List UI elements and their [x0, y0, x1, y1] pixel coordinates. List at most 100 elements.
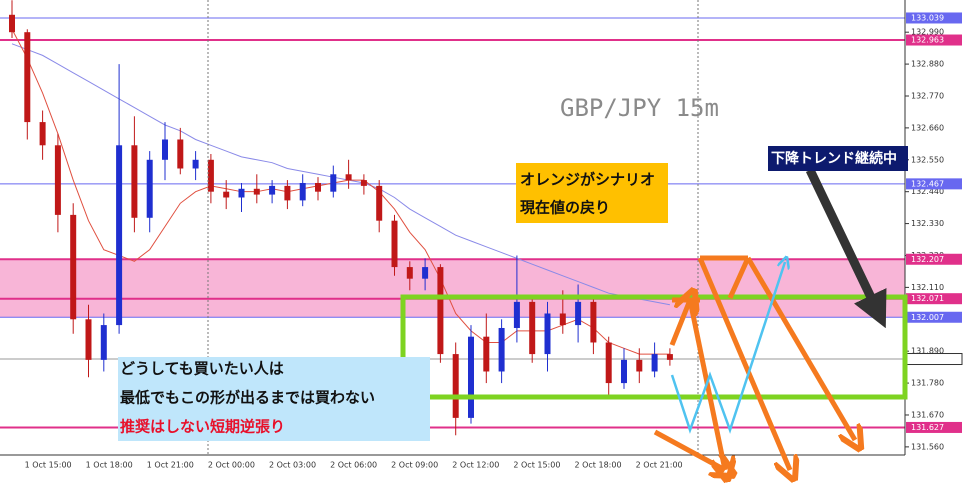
candle-body — [559, 313, 566, 326]
price-label: 132.207 — [911, 255, 944, 264]
y-tick-label: 132.330 — [911, 219, 944, 228]
x-tick-label: 2 Oct 00:00 — [208, 461, 255, 470]
candle-body — [483, 336, 490, 372]
candle-body — [360, 180, 367, 186]
y-tick-label: 131.890 — [911, 347, 944, 356]
price-label-bg — [906, 178, 962, 190]
scenario-text: オレンジがシナリオ — [520, 171, 655, 189]
candle-body — [452, 354, 459, 418]
note-box — [118, 357, 430, 441]
price-label-bg — [906, 293, 962, 305]
range-box — [400, 294, 908, 400]
scenario-box — [516, 163, 668, 223]
price-label: 132.071 — [911, 294, 944, 303]
y-tick-label: 132.770 — [911, 91, 944, 100]
price-label: 132.007 — [911, 313, 944, 322]
annotations: GBP/JPY 15m オレンジがシナリオ 現在値の戻り 下降トレンド継続中 ど… — [0, 0, 908, 470]
scenario-text: 現在値の戻り — [520, 199, 610, 217]
y-tick-label: 132.440 — [911, 187, 944, 196]
price-label: 132.963 — [911, 36, 944, 45]
price-label-bg — [906, 34, 962, 46]
candle-body — [651, 354, 658, 372]
candle-body — [468, 336, 474, 418]
candle-body — [192, 159, 199, 169]
y-tick-label: 131.780 — [911, 379, 944, 388]
warning-text: 推奨はしない短期逆張り — [120, 418, 285, 436]
candle-body — [70, 214, 77, 320]
candle-body — [544, 313, 551, 355]
x-tick-label: 2 Oct 21:00 — [636, 461, 683, 470]
candle-body — [391, 220, 398, 268]
price-label: 132.467 — [911, 179, 944, 188]
price-label-bg — [906, 421, 962, 433]
candle-body — [590, 301, 597, 343]
candle-body — [238, 188, 245, 198]
x-tick-label: 1 Oct 15:00 — [25, 461, 72, 470]
candle-body — [24, 32, 31, 123]
axis: 132.990 132.880 132.770 132.660 132.550 132.4… — [25, 12, 963, 470]
x-tick-label: 1 Oct 18:00 — [86, 461, 133, 470]
candle-body — [207, 159, 214, 192]
y-tick-label: 132.990 — [911, 28, 944, 37]
price-label-bg — [906, 311, 962, 323]
price-label-bg — [906, 253, 962, 265]
note-text: どうしても買いたい人は — [120, 360, 284, 378]
x-tick-label: 2 Oct 03:00 — [269, 461, 316, 470]
candle-body — [422, 267, 429, 279]
y-tick-label: 132.550 — [911, 155, 944, 164]
note-text: 最低でもこの形が出るまでは買わない — [120, 389, 375, 407]
x-tick-label: 2 Oct 09:00 — [391, 461, 438, 470]
candle-body — [513, 301, 520, 328]
candle-body — [177, 139, 184, 169]
x-tick-label: 2 Oct 06:00 — [330, 461, 377, 470]
candle-body — [575, 301, 582, 326]
y-tick-label: 132.880 — [911, 60, 944, 69]
x-tick-label: 2 Oct 18:00 — [574, 461, 621, 470]
price-label: 131.863 — [911, 355, 944, 364]
candle-body — [162, 139, 168, 160]
candle-body — [299, 182, 306, 201]
x-tick-label: 2 Oct 12:00 — [452, 461, 499, 470]
candle-body — [605, 342, 612, 384]
price-label-bg — [906, 12, 962, 24]
candle-body — [131, 145, 138, 218]
candle-body — [406, 267, 413, 279]
candle-body — [269, 185, 276, 195]
y-tick-label: 132.110 — [911, 283, 944, 292]
candle-body — [146, 159, 153, 218]
price-label: 131.627 — [911, 423, 944, 432]
y-tick-label: 131.560 — [911, 442, 944, 451]
candle-body — [85, 319, 92, 360]
candle-body — [330, 174, 337, 192]
trend-arrow — [805, 168, 887, 329]
candle-body — [636, 359, 643, 372]
chart-title: GBP/JPY 15m — [560, 94, 719, 122]
candle-body — [621, 359, 627, 384]
candle-body — [498, 327, 505, 372]
y-tick-label: 132.660 — [911, 123, 944, 132]
candle-body — [437, 267, 444, 355]
moving-average — [11, 43, 670, 306]
candle-body — [223, 191, 230, 198]
price-label: 133.039 — [911, 13, 944, 22]
candle-body — [9, 14, 15, 33]
trend-text: 下降トレンド継続中 — [771, 150, 897, 167]
y-tick-label: 131.670 — [911, 410, 944, 419]
candle-body — [529, 301, 536, 355]
candle-body — [54, 145, 61, 215]
candle-body — [253, 188, 260, 195]
trend-box — [768, 146, 908, 171]
candle-body — [345, 174, 352, 181]
alt-path — [670, 262, 785, 434]
candle-body — [100, 325, 107, 360]
candle-body — [284, 185, 291, 201]
candle-body — [666, 354, 673, 360]
scenario-arrows — [653, 255, 855, 470]
candle-body — [315, 182, 321, 192]
candle-body — [39, 122, 46, 146]
x-tick-label: 1 Oct 21:00 — [147, 461, 194, 470]
candle-body — [116, 145, 123, 326]
candle-body — [376, 185, 383, 221]
x-tick-label: 2 Oct 15:00 — [513, 461, 560, 470]
